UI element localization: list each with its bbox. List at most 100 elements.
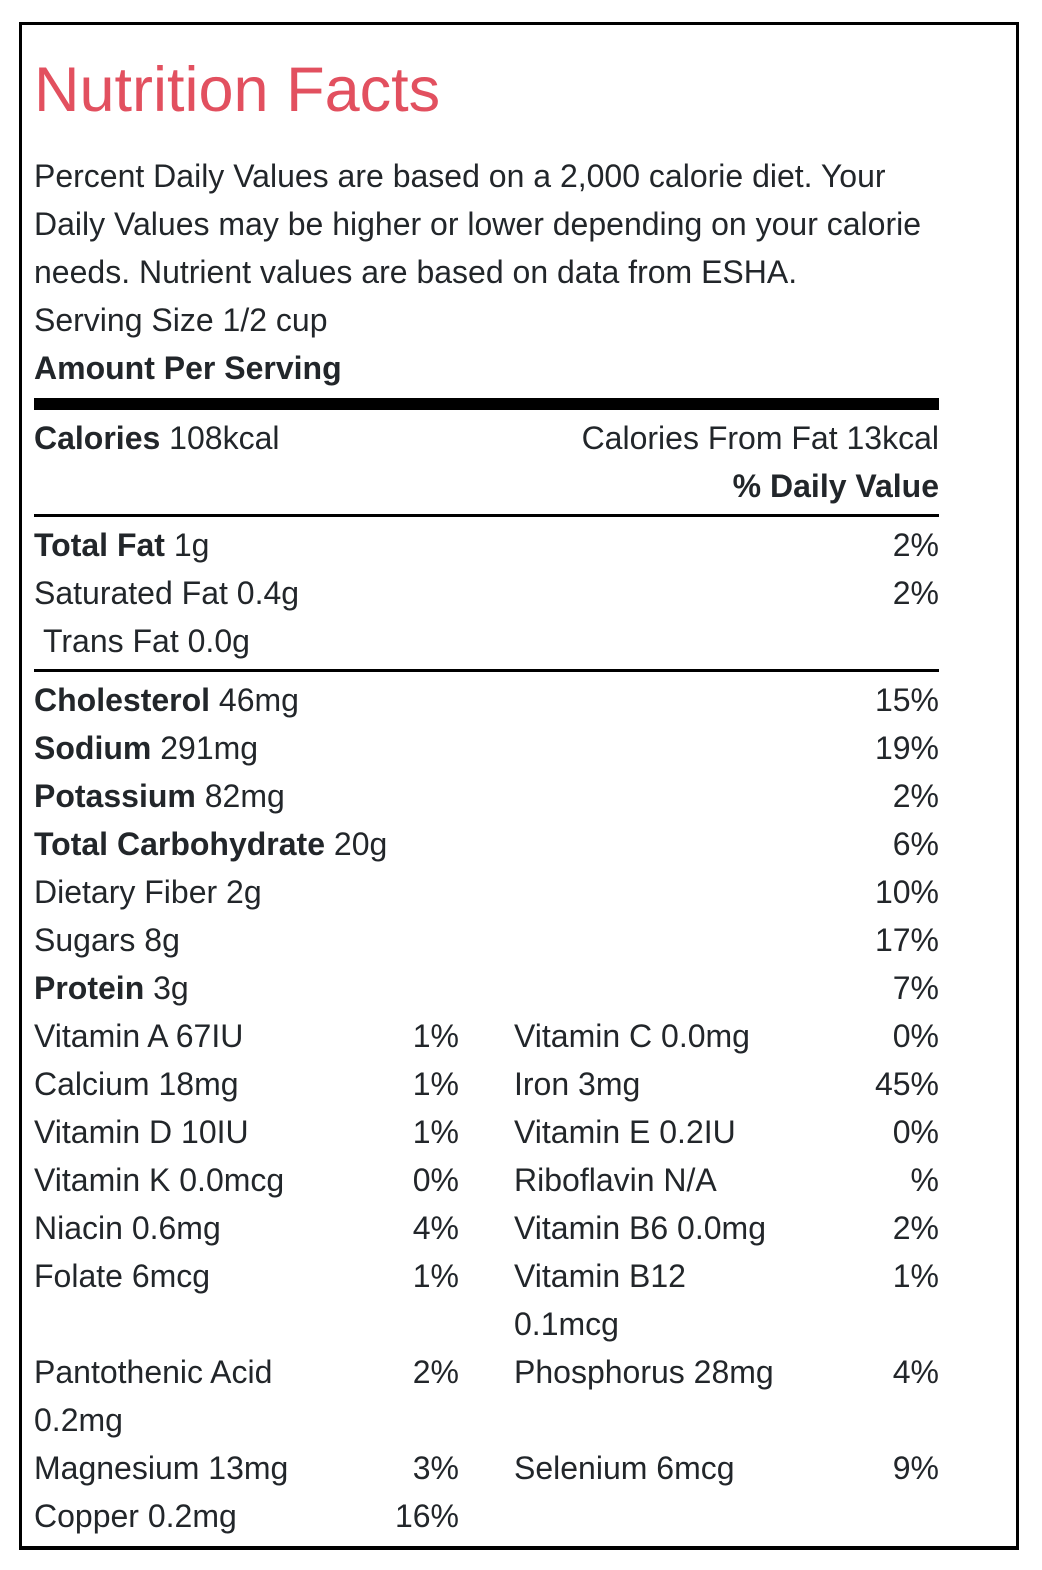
daily-value: 19% — [874, 729, 939, 766]
micro-dv-left: 1% — [412, 1257, 459, 1294]
micronutrient-row: Vitamin A 67IU 1% Vitamin C 0.0mg 0% — [34, 1012, 939, 1060]
calories-row: Calories 108kcal Calories From Fat 13kca… — [34, 414, 939, 462]
nutrient-amount: 291mg — [160, 729, 259, 766]
nutrient-label: Trans Fat — [43, 622, 179, 659]
nutrient-row-dietary-fiber: Dietary Fiber 2g 10% — [34, 868, 939, 916]
micronutrient-row: Calcium 18mg 1% Iron 3mg 45% — [34, 1060, 939, 1108]
calories-value: 108kcal — [169, 419, 280, 456]
nutrient-row-total-carbohydrate: Total Carbohydrate 20g 6% — [34, 820, 939, 868]
intro-text: Percent Daily Values are based on a 2,00… — [34, 157, 922, 290]
micronutrient-row: Vitamin D 10IU 1% Vitamin E 0.2IU 0% — [34, 1108, 939, 1156]
nutrient-row-sugars: Sugars 8g 17% — [34, 916, 939, 964]
nutrient-row-sodium: Sodium 291mg 19% — [34, 724, 939, 772]
nutrient-label: Dietary Fiber — [34, 873, 218, 910]
nutrient-name: Dietary Fiber 2g — [34, 868, 875, 916]
micro-name-left: Magnesium 13mg — [34, 1449, 289, 1486]
micro-name-right: Vitamin C 0.0mg — [514, 1017, 750, 1054]
micro-name-left: Copper 0.2mg — [34, 1497, 237, 1534]
micro-name-right: Vitamin E 0.2IU — [514, 1113, 736, 1150]
daily-value: 2% — [892, 574, 939, 611]
nutrient-amount: 0.4g — [236, 574, 300, 611]
micronutrient-row: Magnesium 13mg 3% Selenium 6mcg 9% — [34, 1444, 939, 1492]
micro-dv-left: 2% — [412, 1353, 459, 1390]
micronutrient-row: Niacin 0.6mg 4% Vitamin B6 0.0mg 2% — [34, 1204, 939, 1252]
micro-name-right: Iron 3mg — [514, 1065, 641, 1102]
micronutrient-row: Copper 0.2mg 16% — [34, 1492, 939, 1540]
nutrient-name: Cholesterol 46mg — [34, 676, 875, 724]
micro-name-left: Vitamin D 10IU — [34, 1113, 249, 1150]
nutrient-label: Total Fat — [34, 526, 165, 563]
daily-value: 15% — [874, 681, 939, 718]
nutrient-row-trans-fat: Trans Fat 0.0g — [34, 617, 939, 665]
micro-name-right: Phosphorus 28mg — [514, 1353, 774, 1390]
daily-value: 2% — [892, 526, 939, 563]
micro-dv-left: 1% — [412, 1065, 459, 1102]
micro-name-right: Selenium 6mcg — [514, 1449, 735, 1486]
nutrient-amount: 2g — [226, 873, 262, 910]
micro-name-left: Calcium 18mg — [34, 1065, 239, 1102]
daily-value: 10% — [874, 873, 939, 910]
nutrient-row-protein: Protein 3g 7% — [34, 964, 939, 1012]
micro-dv-right: 0% — [892, 1017, 939, 1054]
nutrient-name: Total Carbohydrate 20g — [34, 820, 893, 868]
micro-dv-left: 3% — [412, 1449, 459, 1486]
micro-dv-left: 1% — [412, 1113, 459, 1150]
daily-value-header: % Daily Value — [732, 467, 939, 504]
nutrient-label: Protein — [34, 969, 145, 1006]
nutrient-name: Sugars 8g — [34, 916, 875, 964]
nutrient-label: Sugars — [34, 921, 136, 958]
nutrient-amount: 0.0g — [187, 622, 250, 659]
nutrient-row-cholesterol: Cholesterol 46mg 15% — [34, 676, 939, 724]
micro-dv-left: 1% — [412, 1017, 459, 1054]
nutrient-amount: 82mg — [204, 777, 285, 814]
calories: Calories 108kcal — [34, 414, 279, 462]
calories-label: Calories — [34, 419, 161, 456]
nutrient-amount: 1g — [173, 526, 210, 563]
micro-name-left: Pantothenic Acid 0.2mg — [34, 1353, 273, 1438]
daily-value: 2% — [892, 777, 939, 814]
calories-from-fat: Calories From Fat 13kcal — [581, 419, 939, 456]
micro-dv-right: % — [910, 1161, 939, 1198]
nutrient-row-total-fat: Total Fat 1g 2% — [34, 521, 939, 569]
micro-dv-right: 1% — [892, 1257, 939, 1294]
nutrient-amount: 20g — [333, 825, 388, 862]
divider-rule — [34, 513, 939, 517]
daily-value: 17% — [874, 921, 939, 958]
micronutrient-row: Pantothenic Acid 0.2mg 2% Phosphorus 28m… — [34, 1348, 939, 1444]
micro-name-right: Riboflavin N/A — [514, 1161, 717, 1198]
nutrient-name: Saturated Fat 0.4g — [34, 569, 893, 617]
micro-name-left: Folate 6mcg — [34, 1257, 211, 1294]
nutrient-amount: 8g — [144, 921, 180, 958]
micro-dv-left: 0% — [412, 1161, 459, 1198]
nutrient-name: Sodium 291mg — [34, 724, 875, 772]
micronutrient-row: Vitamin K 0.0mcg 0% Riboflavin N/A % — [34, 1156, 939, 1204]
micro-name-left: Vitamin K 0.0mcg — [34, 1161, 285, 1198]
micro-dv-right: 9% — [892, 1449, 939, 1486]
micro-name-right: Vitamin B6 0.0mg — [514, 1209, 766, 1246]
daily-value: 7% — [892, 969, 939, 1006]
nutrient-name: Protein 3g — [34, 964, 893, 1012]
micro-dv-left: 4% — [412, 1209, 459, 1246]
nutrient-name: Potassium 82mg — [34, 772, 893, 820]
nutrition-label: Nutrition Facts Percent Daily Values are… — [19, 22, 1019, 1550]
nutrient-name: Trans Fat 0.0g — [43, 617, 939, 665]
nutrient-row-saturated-fat: Saturated Fat 0.4g 2% — [34, 569, 939, 617]
micro-dv-right: 2% — [892, 1209, 939, 1246]
nutrient-amount: 46mg — [218, 681, 299, 718]
nutrient-row-potassium: Potassium 82mg 2% — [34, 772, 939, 820]
page-title: Nutrition Facts — [34, 55, 441, 125]
divider-rule — [34, 668, 939, 672]
micro-name-left: Vitamin A 67IU — [34, 1017, 244, 1054]
nutrient-name: Total Fat 1g — [34, 521, 893, 569]
micronutrient-row: Folate 6mcg 1% Vitamin B12 0.1mcg 1% — [34, 1252, 939, 1348]
separator-bar — [34, 397, 939, 410]
nutrient-amount: 3g — [153, 969, 189, 1006]
nutrient-label: Total Carbohydrate — [34, 825, 325, 862]
daily-value: 6% — [892, 825, 939, 862]
micro-dv-left: 16% — [394, 1497, 459, 1534]
nutrient-label: Saturated Fat — [34, 574, 228, 611]
micro-dv-right: 4% — [892, 1353, 939, 1390]
micro-name-right: Vitamin B12 0.1mcg — [514, 1257, 686, 1342]
micro-dv-right: 0% — [892, 1113, 939, 1150]
nutrient-label: Cholesterol — [34, 681, 211, 718]
